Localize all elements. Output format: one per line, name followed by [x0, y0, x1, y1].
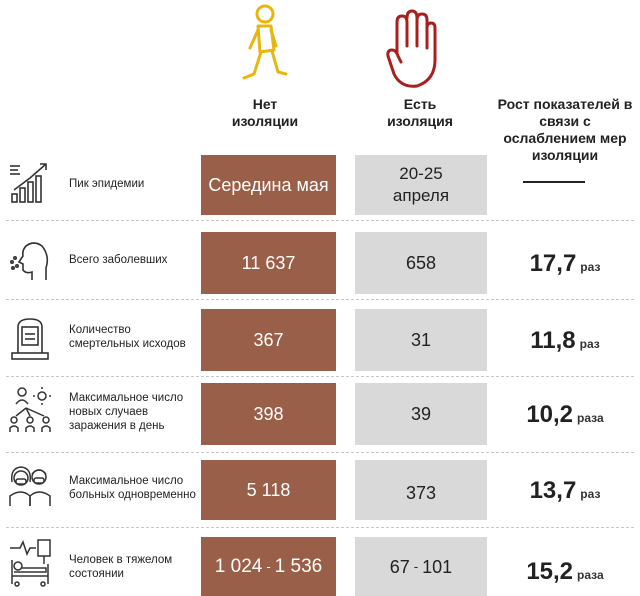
growth-unit: раз [580, 487, 601, 501]
virus-spread-icon [8, 386, 52, 432]
severe-with-isolation-from: 67 [389, 556, 410, 577]
row-label-daily-cases: Максимальное число новых случаев заражен… [69, 392, 184, 432]
severe-no-isolation-to: 1 536 [274, 555, 323, 577]
cell-severe-no-isolation: 1 024-1 536 [201, 537, 336, 596]
row-divider [6, 220, 634, 221]
cell-max-sick-no-isolation: 5 118 [201, 460, 336, 520]
growth-unit: раз [580, 260, 601, 274]
hospital-bed-icon [8, 538, 52, 587]
cell-total-sick-no-isolation: 11 637 [201, 232, 336, 294]
row-divider [6, 299, 634, 300]
header-no-isolation: Нет изоляции [231, 96, 299, 129]
cell-total-sick-with-isolation: 658 [355, 232, 487, 294]
growth-max-sick: 13,7 раз [495, 477, 635, 505]
header-with-isolation: Есть изоляция [387, 96, 453, 129]
growth-deaths: 11,8 раз [495, 327, 635, 355]
growth-value: 10,2 [526, 401, 574, 428]
row-label-peak: Пик эпидемии [69, 178, 145, 190]
growth-unit: раза [577, 568, 604, 582]
stop-hand-icon [385, 8, 441, 92]
cell-severe-with-isolation: 67-101 [355, 537, 487, 596]
gravestone-icon [8, 315, 52, 361]
row-label-severe: Человек в тяжелом состоянии [69, 554, 173, 580]
growth-value: 13,7 [529, 477, 577, 504]
growth-unit: раз [579, 337, 600, 351]
coughing-person-icon [8, 238, 52, 284]
severe-with-isolation-sep: - [413, 558, 419, 574]
growth-peak-dash [523, 181, 585, 183]
growth-value: 11,8 [530, 327, 576, 354]
growth-severe: 15,2 раза [495, 558, 635, 586]
cell-deaths-no-isolation: 367 [201, 309, 336, 371]
cell-deaths-with-isolation: 31 [355, 309, 487, 371]
row-divider [6, 376, 634, 377]
masked-people-icon [8, 462, 52, 508]
row-divider [6, 527, 634, 528]
row-label-total-sick: Всего заболевших [69, 254, 168, 266]
cell-daily-cases-no-isolation: 398 [201, 383, 336, 445]
cell-peak-no-isolation: Середина мая [201, 155, 336, 215]
severe-no-isolation-sep: - [266, 558, 271, 574]
severe-no-isolation-from: 1 024 [214, 555, 263, 577]
row-divider [6, 452, 634, 453]
row-label-max-sick: Максимальное число больных одновременно [69, 475, 196, 501]
walking-person-icon [238, 4, 290, 92]
cell-daily-cases-with-isolation: 39 [355, 383, 487, 445]
growth-total-sick: 17,7 раз [495, 250, 635, 278]
growth-value: 17,7 [529, 250, 577, 277]
cell-peak-with-isolation: 20-25 апреля [355, 155, 487, 215]
growth-daily-cases: 10,2 раза [495, 401, 635, 429]
severe-with-isolation-to: 101 [422, 556, 453, 577]
growth-value: 15,2 [526, 558, 574, 585]
growth-chart-icon [8, 160, 52, 206]
header-growth: Рост показателей в связи с ослаблением м… [497, 96, 633, 163]
cell-max-sick-with-isolation: 373 [355, 460, 487, 520]
growth-unit: раза [577, 411, 604, 425]
row-label-deaths: Количество смертельных исходов [69, 324, 186, 350]
